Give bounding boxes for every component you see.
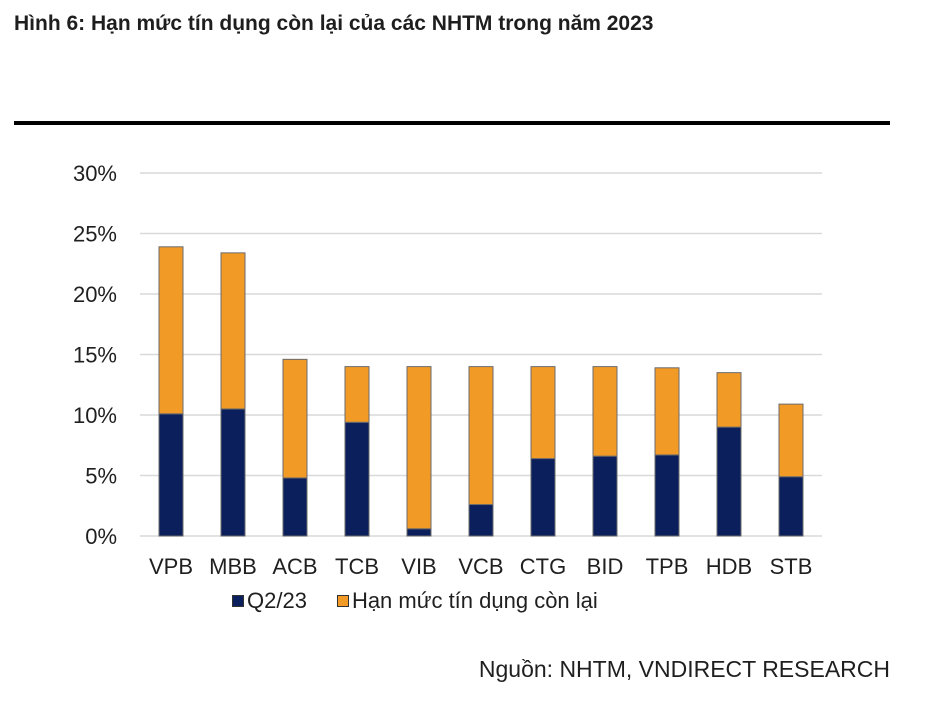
bar-vcb-remaining bbox=[468, 366, 494, 506]
bar-vpb-q2 bbox=[158, 413, 184, 537]
bar-ctg-q2 bbox=[530, 458, 556, 537]
x-tick-label-vib: VIB bbox=[401, 554, 436, 579]
bars bbox=[158, 246, 804, 537]
bar-vib-remaining bbox=[406, 366, 432, 530]
bar-vcb-q2 bbox=[468, 504, 494, 537]
bar-stb-q2 bbox=[778, 476, 804, 537]
y-tick-label: 25% bbox=[73, 222, 117, 247]
title-divider-rule bbox=[14, 121, 890, 125]
bar-vpb-remaining bbox=[158, 246, 184, 415]
legend-item-q2: Q2/23 bbox=[232, 588, 307, 614]
legend-swatch-remaining bbox=[336, 595, 349, 607]
x-tick-label-mbb: MBB bbox=[209, 554, 257, 579]
x-tick-label-tcb: TCB bbox=[335, 554, 379, 579]
legend-swatch-q2 bbox=[232, 595, 244, 607]
bar-acb-q2 bbox=[282, 477, 308, 537]
bar-mbb-remaining bbox=[220, 252, 246, 410]
legend-item-remaining: Hạn mức tín dụng còn lại bbox=[336, 588, 598, 614]
x-tick-label-vcb: VCB bbox=[458, 554, 503, 579]
source-note: Nguồn: NHTM, VNDIRECT RESEARCH bbox=[478, 656, 890, 682]
bar-stb-remaining bbox=[778, 403, 804, 478]
bar-ctg-remaining bbox=[530, 366, 556, 460]
y-tick-label: 30% bbox=[73, 161, 117, 186]
bar-acb-remaining bbox=[282, 358, 308, 479]
x-tick-label-hdb: HDB bbox=[706, 554, 752, 579]
y-axis-tick-labels: 0% 5% 10% 15% 20% 25% 30% bbox=[73, 161, 117, 549]
bar-tcb-remaining bbox=[344, 366, 370, 423]
y-tick-label: 15% bbox=[73, 343, 117, 368]
x-tick-label-ctg: CTG bbox=[520, 554, 566, 579]
bar-tpb-remaining bbox=[654, 367, 680, 456]
x-tick-label-tpb: TPB bbox=[646, 554, 689, 579]
chart-legend: Q2/23 Hạn mức tín dụng còn lại bbox=[232, 588, 628, 614]
bar-vib-q2 bbox=[406, 528, 432, 537]
bar-bid-q2 bbox=[592, 455, 618, 537]
bar-tcb-q2 bbox=[344, 421, 370, 537]
figure-title: Hình 6: Hạn mức tín dụng còn lại của các… bbox=[14, 12, 654, 35]
x-tick-label-vpb: VPB bbox=[149, 554, 193, 579]
x-axis-category-labels: VPB MBB ACB TCB VIB VCB CTG BID TPB HDB STB bbox=[149, 554, 812, 579]
bar-bid-remaining bbox=[592, 366, 618, 457]
y-tick-label: 20% bbox=[73, 282, 117, 307]
bar-hdb-q2 bbox=[716, 426, 742, 537]
x-tick-label-bid: BID bbox=[587, 554, 624, 579]
bar-mbb-q2 bbox=[220, 408, 246, 537]
bar-tpb-q2 bbox=[654, 454, 680, 537]
x-tick-label-acb: ACB bbox=[272, 554, 317, 579]
x-tick-label-stb: STB bbox=[770, 554, 813, 579]
bar-hdb-remaining bbox=[716, 372, 742, 428]
legend-label-q2: Q2/23 bbox=[247, 588, 307, 613]
y-tick-label: 0% bbox=[85, 524, 117, 549]
y-tick-label: 10% bbox=[73, 403, 117, 428]
legend-label-remaining: Hạn mức tín dụng còn lại bbox=[351, 588, 598, 613]
y-tick-label: 5% bbox=[85, 464, 117, 489]
